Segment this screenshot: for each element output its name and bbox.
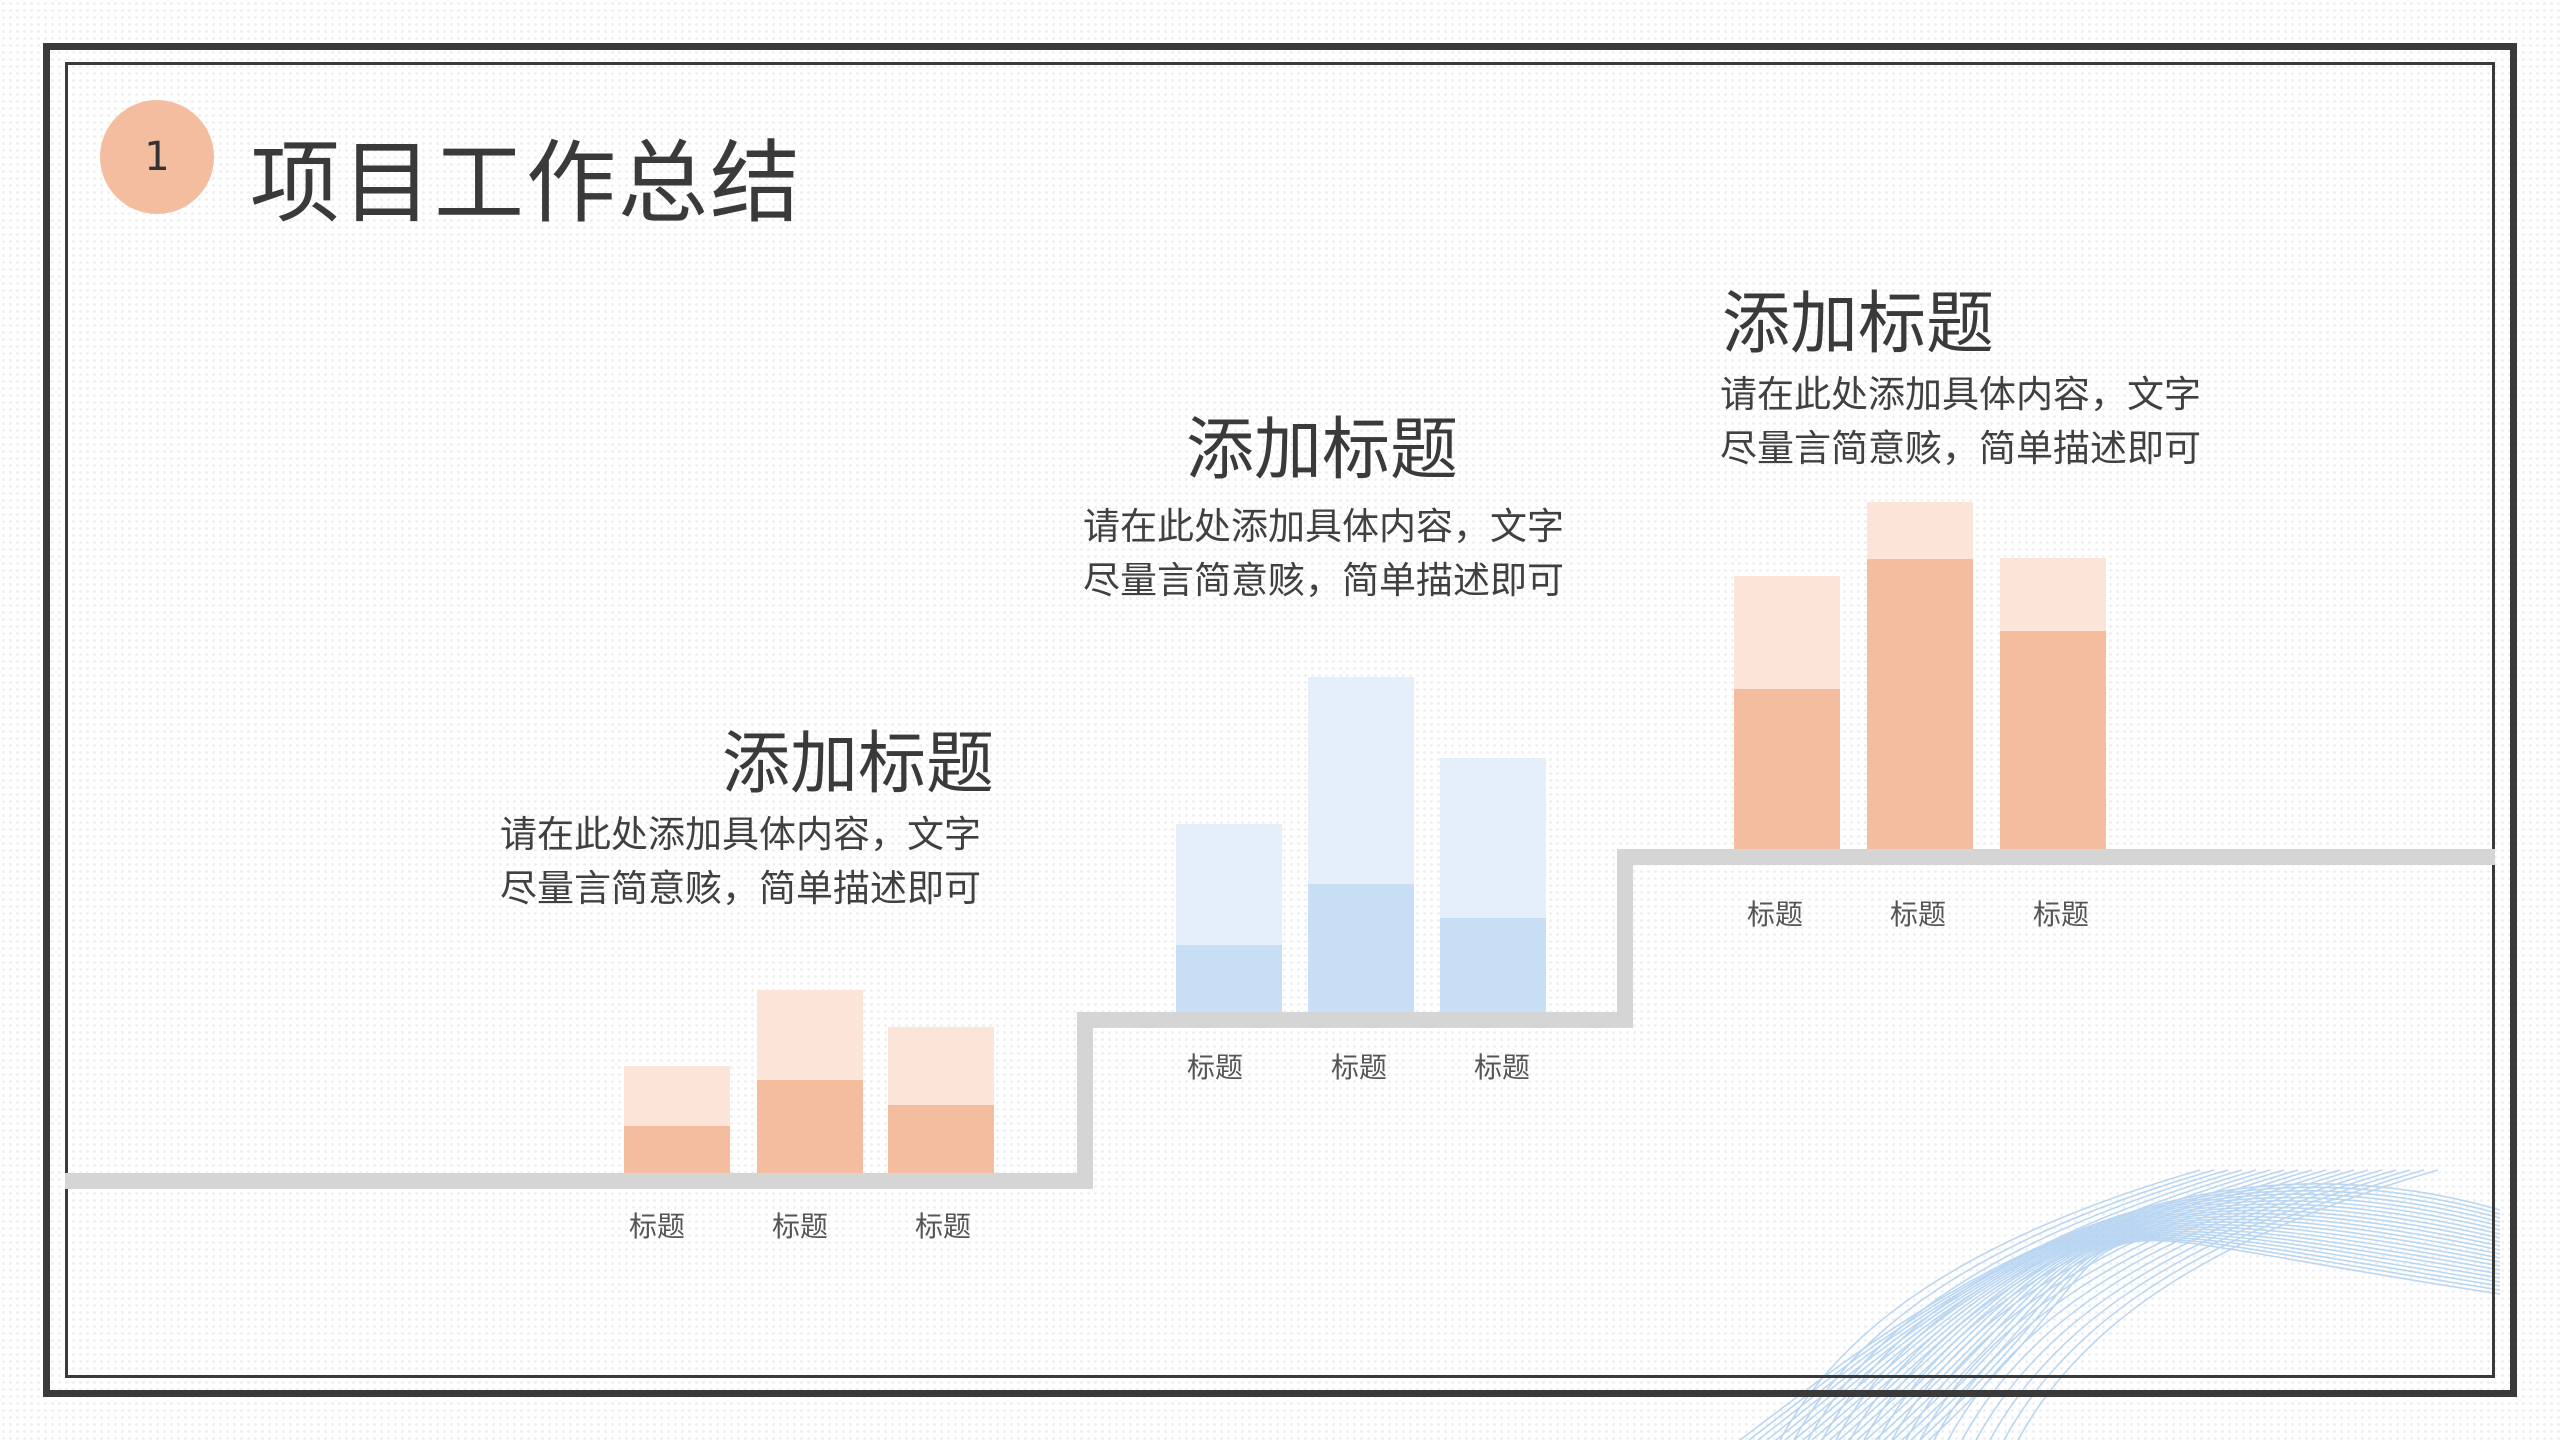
block-1-bar-2-top	[757, 990, 863, 1080]
block-2-bar-3-bottom	[1440, 918, 1546, 1012]
block-3-title: 添加标题	[1722, 285, 1995, 364]
block-1-bar-3-top	[888, 1027, 994, 1105]
block-2-desc-line-2: 尽量言简意赅，简单描述即可	[1083, 559, 1564, 602]
block-2-bar-2-bottom	[1308, 884, 1414, 1012]
block-1-bar-1-top	[624, 1066, 730, 1126]
block-1-desc-line-2: 尽量言简意赅，简单描述即可	[500, 867, 981, 910]
block-1-bar-label-1: 标题	[628, 1210, 686, 1243]
page-title: 项目工作总结	[250, 131, 802, 236]
block-3-bar-label-1: 标题	[1746, 898, 1804, 931]
block-2-bar-1-top	[1176, 824, 1282, 945]
block-3-description: 请在此处添加具体内容，文字 尽量言简意赅，简单描述即可	[1720, 368, 2201, 476]
block-3-bar-3-top	[2000, 558, 2106, 631]
block-1-bar-label-3: 标题	[914, 1210, 972, 1243]
block-3-bar-2-top	[1867, 502, 1973, 559]
block-1-bar-1-bottom	[624, 1126, 730, 1173]
block-3-bar-label-2: 标题	[1889, 898, 1947, 931]
slide-number-badge: 1	[100, 100, 214, 214]
block-2-bar-2-top	[1308, 677, 1414, 884]
block-3-bar-label-3: 标题	[2032, 898, 2090, 931]
block-2-title: 添加标题	[1186, 411, 1459, 490]
slide-frame-inner	[65, 62, 2495, 1378]
block-2-bar-label-3: 标题	[1473, 1051, 1531, 1084]
block-2-bar-3-top	[1440, 758, 1546, 918]
block-1-title: 添加标题	[722, 725, 995, 804]
block-3-bar-2-bottom	[1867, 559, 1973, 849]
block-3-bar-1-top	[1734, 576, 1840, 689]
step-line	[65, 849, 2495, 1189]
block-2-bar-1-bottom	[1176, 945, 1282, 1012]
block-1-desc-line-1: 请在此处添加具体内容，文字	[500, 813, 981, 856]
block-1-bar-2-bottom	[757, 1080, 863, 1173]
block-3-desc-line-2: 尽量言简意赅，简单描述即可	[1720, 427, 2201, 470]
block-3-desc-line-1: 请在此处添加具体内容，文字	[1720, 373, 2201, 416]
block-2-description: 请在此处添加具体内容，文字 尽量言简意赅，简单描述即可	[1083, 500, 1564, 608]
block-3-bar-3-bottom	[2000, 631, 2106, 849]
block-1-description: 请在此处添加具体内容，文字 尽量言简意赅，简单描述即可	[500, 808, 981, 916]
block-1-bar-label-2: 标题	[771, 1210, 829, 1243]
slide-frame-outer	[43, 43, 2517, 1397]
block-2-desc-line-1: 请在此处添加具体内容，文字	[1083, 505, 1564, 548]
block-2-bar-label-1: 标题	[1186, 1051, 1244, 1084]
block-2-bar-label-2: 标题	[1330, 1051, 1388, 1084]
block-1-bar-3-bottom	[888, 1105, 994, 1173]
block-3-bar-1-bottom	[1734, 689, 1840, 849]
